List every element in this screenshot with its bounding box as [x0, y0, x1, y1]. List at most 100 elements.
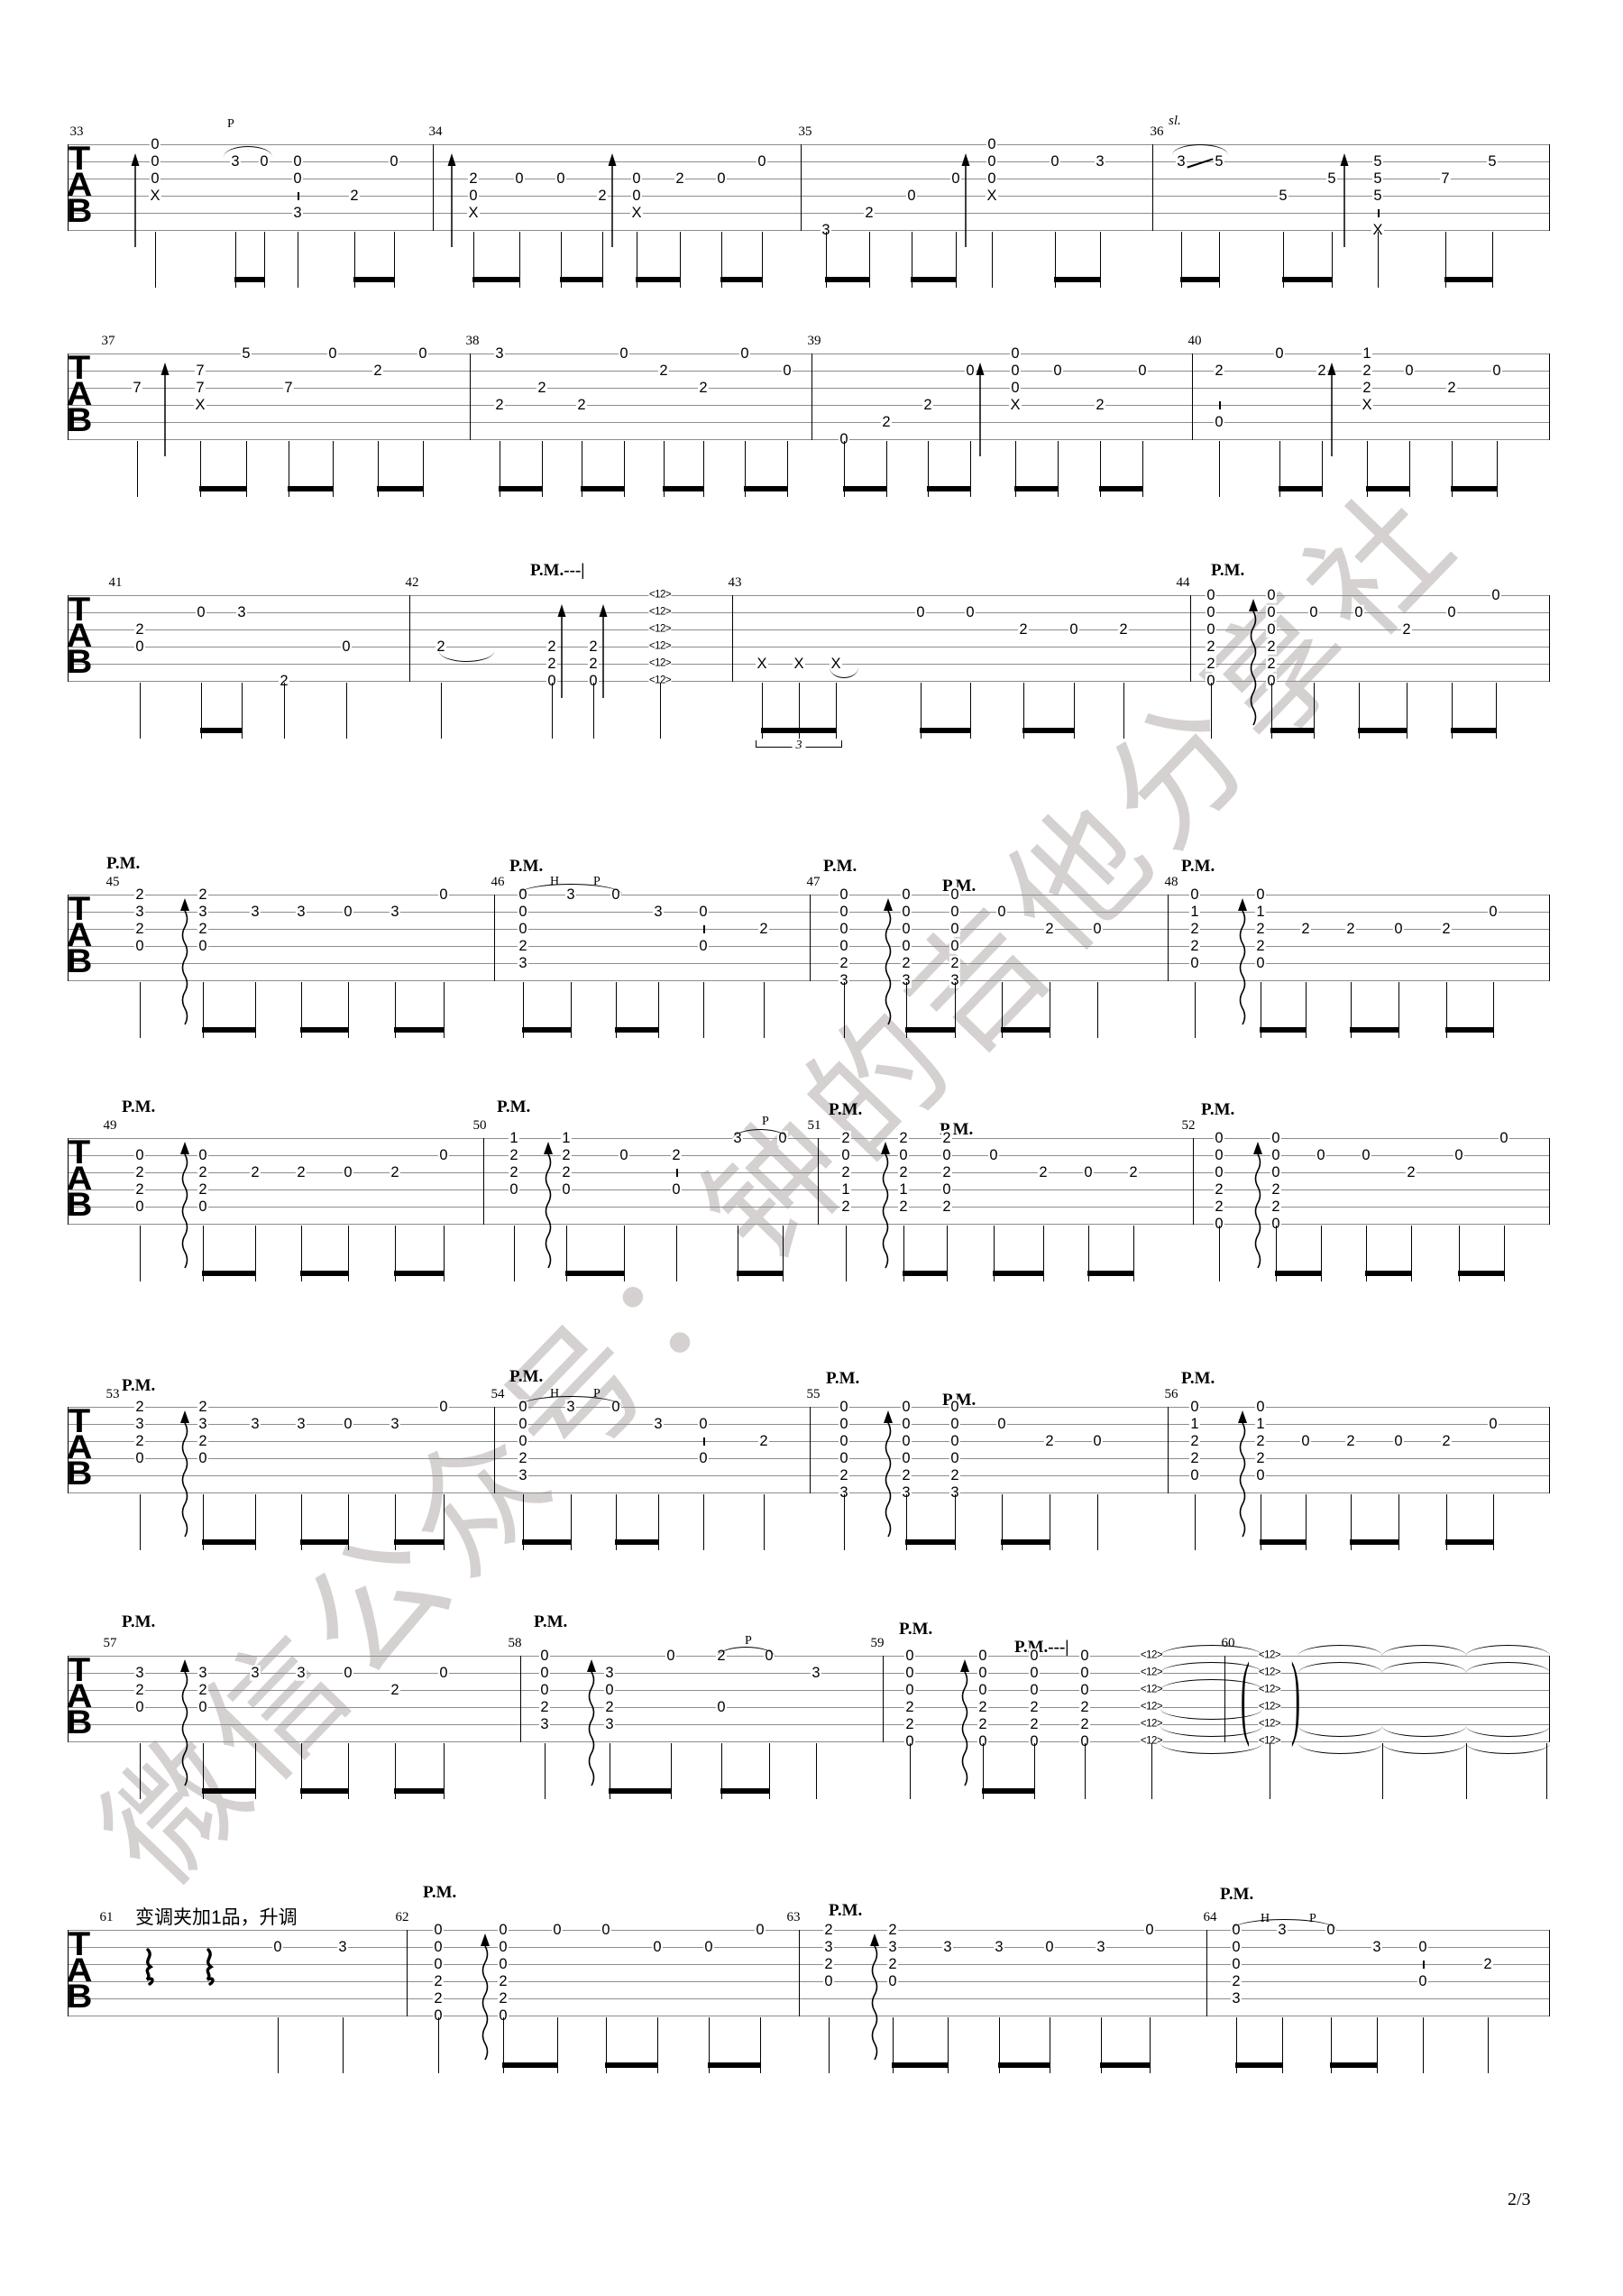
fret-number: 0 — [949, 1398, 961, 1415]
fret-number: 3 — [197, 903, 209, 920]
note-stem — [1100, 441, 1102, 497]
fret-number: 0 — [1230, 1938, 1242, 1955]
fret-number: 0 — [838, 937, 850, 954]
fret-number: 3 — [1175, 152, 1187, 170]
beam — [761, 728, 837, 733]
technique-label: P — [593, 875, 601, 888]
fret-number: 0 — [697, 903, 710, 920]
beam — [1444, 277, 1493, 282]
fret-number: 2 — [587, 655, 600, 672]
barline — [810, 895, 812, 981]
note-stem — [444, 1494, 445, 1550]
beam — [565, 1271, 625, 1276]
fret-number: 2 — [1037, 1163, 1050, 1180]
note-stem — [657, 2017, 659, 2073]
beam — [720, 1788, 770, 1794]
triplet-label: 3 — [792, 739, 806, 753]
note-stem — [523, 1494, 525, 1550]
fret-number: 0 — [900, 903, 912, 920]
note-stem — [1367, 441, 1369, 497]
fret-number: 3 — [517, 954, 529, 971]
stem-tick — [703, 925, 705, 933]
note-stem — [956, 232, 958, 288]
page-number: 2/3 — [1508, 2190, 1531, 2209]
fret-number: 0 — [715, 170, 728, 187]
note-stem — [1219, 441, 1221, 497]
fret-number: 0 — [1136, 362, 1149, 379]
strum-wavy-arrow-icon — [870, 1933, 879, 2061]
measure-number: 48 — [1164, 875, 1178, 889]
note-stem — [348, 982, 350, 1038]
beam — [1350, 1027, 1399, 1033]
fret-number: 0 — [432, 1921, 445, 1938]
staff-line — [68, 1189, 1549, 1190]
measure-number: 51 — [807, 1118, 821, 1133]
note-stem — [1219, 1226, 1221, 1281]
fret-number: 2 — [1188, 1449, 1201, 1466]
fret-number: 0 — [326, 344, 339, 362]
tab-clef: B — [66, 1704, 93, 1741]
fret-number: 0 — [986, 170, 998, 187]
note-stem — [348, 1743, 350, 1799]
note-stem — [552, 683, 554, 739]
fret-number: 0 — [886, 1972, 899, 1989]
staff-line — [68, 1947, 1549, 1948]
fret-number: 0 — [1205, 603, 1217, 620]
note-stem — [893, 2017, 894, 2073]
beam — [1330, 2062, 1378, 2068]
note-stem — [140, 683, 142, 739]
note-stem — [255, 1494, 257, 1550]
tab-clef: A — [66, 1952, 93, 1989]
fret-number: 2 — [133, 1180, 146, 1198]
fret-number: 0 — [949, 1432, 961, 1449]
fret-number: 3 — [133, 1664, 146, 1681]
palm-mute-label: P.M. — [1201, 1100, 1235, 1119]
fret-number: 2 — [940, 1163, 953, 1180]
beam — [300, 1788, 349, 1794]
fret-number: 2 — [348, 187, 361, 204]
measure-number: 58 — [508, 1636, 522, 1650]
note-stem — [571, 1494, 573, 1550]
fret-number: <12> — [648, 623, 672, 635]
fret-number: 0 — [149, 152, 161, 170]
staff-line — [68, 1172, 1549, 1173]
fret-number: 0 — [670, 1180, 683, 1198]
fret-number: 0 — [986, 152, 998, 170]
staff-line — [68, 1707, 1549, 1708]
fret-number: 0 — [1051, 362, 1064, 379]
fret-number: 2 — [838, 1466, 850, 1483]
tab-clef: T — [68, 349, 91, 387]
fret-number: 3 — [1094, 152, 1106, 170]
fret-number: 2 — [757, 1432, 770, 1449]
fret-number: 3 — [197, 1664, 209, 1681]
note-stem — [1378, 232, 1380, 288]
beam — [234, 277, 265, 282]
fret-number: 3 — [538, 1715, 551, 1732]
slide-line — [1187, 158, 1214, 169]
fret-number: 0 — [432, 2007, 445, 2024]
tab-clef: B — [66, 942, 93, 980]
measure-number: 46 — [491, 875, 505, 889]
note-stem — [1195, 982, 1197, 1038]
fret-number: 3 — [652, 903, 665, 920]
fret-number: 0 — [900, 920, 912, 937]
palm-mute-label: P.M. — [1181, 857, 1215, 876]
note-stem — [1282, 2017, 1284, 2073]
note-stem — [886, 441, 888, 497]
fret-number: 2 — [886, 1921, 899, 1938]
fret-number: 2 — [839, 1163, 852, 1180]
strum-arrow-up-icon — [1340, 153, 1349, 247]
parenthesis-close: ) — [1290, 1645, 1301, 1750]
fret-number: 2 — [603, 1698, 616, 1715]
measure-number: 38 — [465, 334, 480, 348]
fret-number: 2 — [467, 170, 480, 187]
fret-number: 3 — [517, 1466, 529, 1483]
fret-number: <12> — [1258, 1735, 1281, 1747]
note-stem — [764, 1494, 766, 1550]
fret-number: 2 — [497, 1972, 509, 1989]
fret-number: 2 — [1344, 1432, 1357, 1449]
fret-number: 2 — [575, 396, 588, 413]
note-stem — [394, 232, 396, 288]
fret-number: 2 — [133, 920, 146, 937]
fret-number: 2 — [546, 655, 558, 672]
